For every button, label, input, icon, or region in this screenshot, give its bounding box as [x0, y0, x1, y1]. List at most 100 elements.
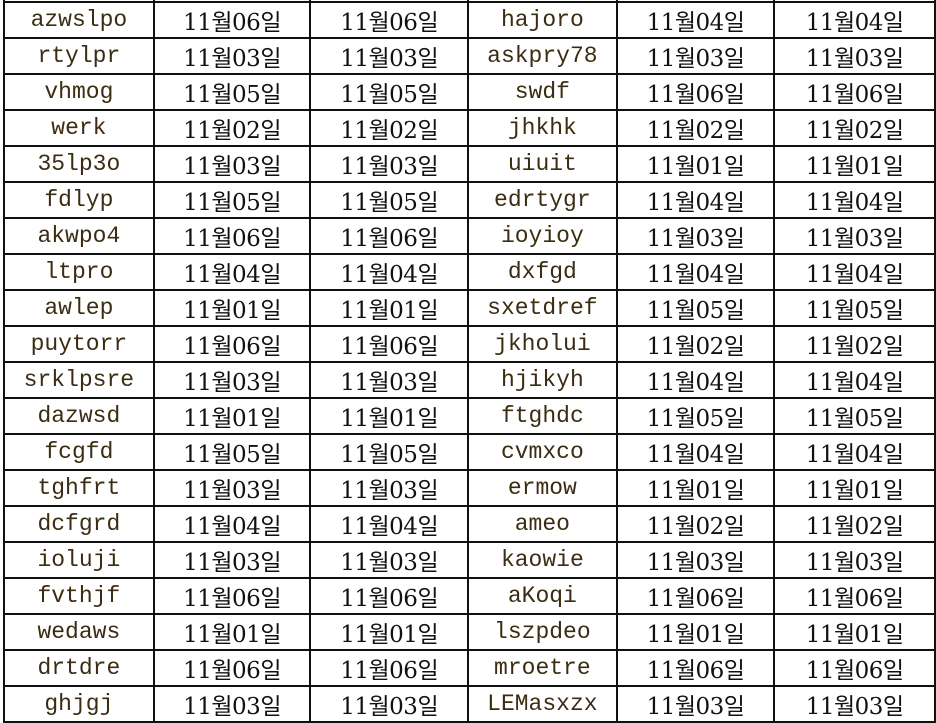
- name-cell[interactable]: ermow: [466, 469, 618, 507]
- date-cell[interactable]: 11월03일: [615, 217, 776, 255]
- name-cell[interactable]: fvthjf: [3, 577, 155, 615]
- date-cell[interactable]: 11월03일: [309, 145, 469, 183]
- date-cell[interactable]: 11월04일: [309, 253, 469, 291]
- date-cell[interactable]: 11월06일: [309, 1, 469, 39]
- name-cell[interactable]: ioluji: [3, 541, 155, 579]
- date-cell[interactable]: 11월06일: [615, 649, 776, 687]
- date-cell[interactable]: 11월06일: [615, 577, 776, 615]
- date-cell[interactable]: 11월04일: [615, 1, 776, 39]
- name-cell[interactable]: jhkhk: [466, 109, 618, 147]
- date-cell[interactable]: 11월03일: [773, 541, 936, 579]
- name-cell[interactable]: dazwsd: [3, 397, 155, 435]
- name-cell[interactable]: tghfrt: [3, 469, 155, 507]
- name-cell[interactable]: ameo: [466, 505, 618, 543]
- date-cell[interactable]: 11월03일: [152, 361, 312, 399]
- date-cell[interactable]: 11월05일: [152, 433, 312, 471]
- date-cell[interactable]: 11월01일: [309, 397, 469, 435]
- date-cell[interactable]: 11월05일: [773, 397, 936, 435]
- date-cell[interactable]: 11월04일: [152, 253, 312, 291]
- date-cell[interactable]: 11월05일: [615, 397, 776, 435]
- date-cell[interactable]: 11월01일: [773, 145, 936, 183]
- date-cell[interactable]: 11월01일: [309, 613, 469, 651]
- date-cell[interactable]: 11월04일: [773, 433, 936, 471]
- name-cell[interactable]: awlep: [3, 289, 155, 327]
- date-cell[interactable]: 11월04일: [309, 505, 469, 543]
- date-cell[interactable]: 11월06일: [615, 73, 776, 111]
- date-cell[interactable]: 11월03일: [152, 685, 312, 723]
- date-cell[interactable]: 11월04일: [615, 361, 776, 399]
- date-cell[interactable]: 11월05일: [309, 73, 469, 111]
- name-cell[interactable]: aKoqi: [466, 577, 618, 615]
- date-cell[interactable]: 11월01일: [152, 613, 312, 651]
- date-cell[interactable]: 11월06일: [773, 577, 936, 615]
- date-cell[interactable]: 11월05일: [773, 289, 936, 327]
- name-cell[interactable]: LEMasxzx: [466, 685, 618, 723]
- date-cell[interactable]: 11월06일: [152, 325, 312, 363]
- name-cell[interactable]: ioyioy: [466, 217, 618, 255]
- date-cell[interactable]: 11월06일: [309, 325, 469, 363]
- date-cell[interactable]: 11월05일: [309, 433, 469, 471]
- date-cell[interactable]: 11월05일: [152, 73, 312, 111]
- name-cell[interactable]: jkholui: [466, 325, 618, 363]
- date-cell[interactable]: 11월03일: [309, 541, 469, 579]
- date-cell[interactable]: 11월02일: [615, 109, 776, 147]
- name-cell[interactable]: ghjgj: [3, 685, 155, 723]
- name-cell[interactable]: ftghdc: [466, 397, 618, 435]
- date-cell[interactable]: 11월01일: [615, 613, 776, 651]
- date-cell[interactable]: 11월05일: [309, 181, 469, 219]
- name-cell[interactable]: fdlyp: [3, 181, 155, 219]
- date-cell[interactable]: 11월06일: [309, 649, 469, 687]
- date-cell[interactable]: 11월02일: [615, 325, 776, 363]
- name-cell[interactable]: kaowie: [466, 541, 618, 579]
- name-cell[interactable]: werk: [3, 109, 155, 147]
- date-cell[interactable]: 11월04일: [152, 505, 312, 543]
- name-cell[interactable]: wedaws: [3, 613, 155, 651]
- name-cell[interactable]: cvmxco: [466, 433, 618, 471]
- date-cell[interactable]: 11월04일: [773, 253, 936, 291]
- name-cell[interactable]: dxfgd: [466, 253, 618, 291]
- date-cell[interactable]: 11월03일: [615, 541, 776, 579]
- name-cell[interactable]: swdf: [466, 73, 618, 111]
- name-cell[interactable]: uiuit: [466, 145, 618, 183]
- name-cell[interactable]: akwpo4: [3, 217, 155, 255]
- date-cell[interactable]: 11월04일: [773, 1, 936, 39]
- name-cell[interactable]: lszpdeo: [466, 613, 618, 651]
- date-cell[interactable]: 11월03일: [309, 37, 469, 75]
- name-cell[interactable]: askpry78: [466, 37, 618, 75]
- date-cell[interactable]: 11월01일: [152, 289, 312, 327]
- name-cell[interactable]: azwslpo: [3, 1, 155, 39]
- name-cell[interactable]: vhmog: [3, 73, 155, 111]
- name-cell[interactable]: fcgfd: [3, 433, 155, 471]
- date-cell[interactable]: 11월06일: [309, 217, 469, 255]
- date-cell[interactable]: 11월04일: [773, 361, 936, 399]
- date-cell[interactable]: 11월06일: [152, 649, 312, 687]
- date-cell[interactable]: 11월02일: [309, 109, 469, 147]
- date-cell[interactable]: 11월06일: [773, 649, 936, 687]
- name-cell[interactable]: mroetre: [466, 649, 618, 687]
- name-cell[interactable]: ltpro: [3, 253, 155, 291]
- date-cell[interactable]: 11월06일: [309, 577, 469, 615]
- date-cell[interactable]: 11월03일: [773, 217, 936, 255]
- name-cell[interactable]: hjikyh: [466, 361, 618, 399]
- date-cell[interactable]: 11월03일: [309, 361, 469, 399]
- name-cell[interactable]: 35lp3o: [3, 145, 155, 183]
- date-cell[interactable]: 11월03일: [773, 685, 936, 723]
- date-cell[interactable]: 11월04일: [773, 181, 936, 219]
- date-cell[interactable]: 11월03일: [309, 469, 469, 507]
- name-cell[interactable]: drtdre: [3, 649, 155, 687]
- date-cell[interactable]: 11월01일: [152, 397, 312, 435]
- date-cell[interactable]: 11월04일: [615, 181, 776, 219]
- name-cell[interactable]: rtylpr: [3, 37, 155, 75]
- name-cell[interactable]: sxetdref: [466, 289, 618, 327]
- date-cell[interactable]: 11월01일: [615, 145, 776, 183]
- name-cell[interactable]: edrtygr: [466, 181, 618, 219]
- date-cell[interactable]: 11월05일: [615, 289, 776, 327]
- date-cell[interactable]: 11월02일: [615, 505, 776, 543]
- date-cell[interactable]: 11월02일: [152, 109, 312, 147]
- date-cell[interactable]: 11월02일: [773, 325, 936, 363]
- date-cell[interactable]: 11월01일: [309, 289, 469, 327]
- date-cell[interactable]: 11월01일: [615, 469, 776, 507]
- name-cell[interactable]: srklpsre: [3, 361, 155, 399]
- date-cell[interactable]: 11월03일: [615, 37, 776, 75]
- date-cell[interactable]: 11월03일: [152, 469, 312, 507]
